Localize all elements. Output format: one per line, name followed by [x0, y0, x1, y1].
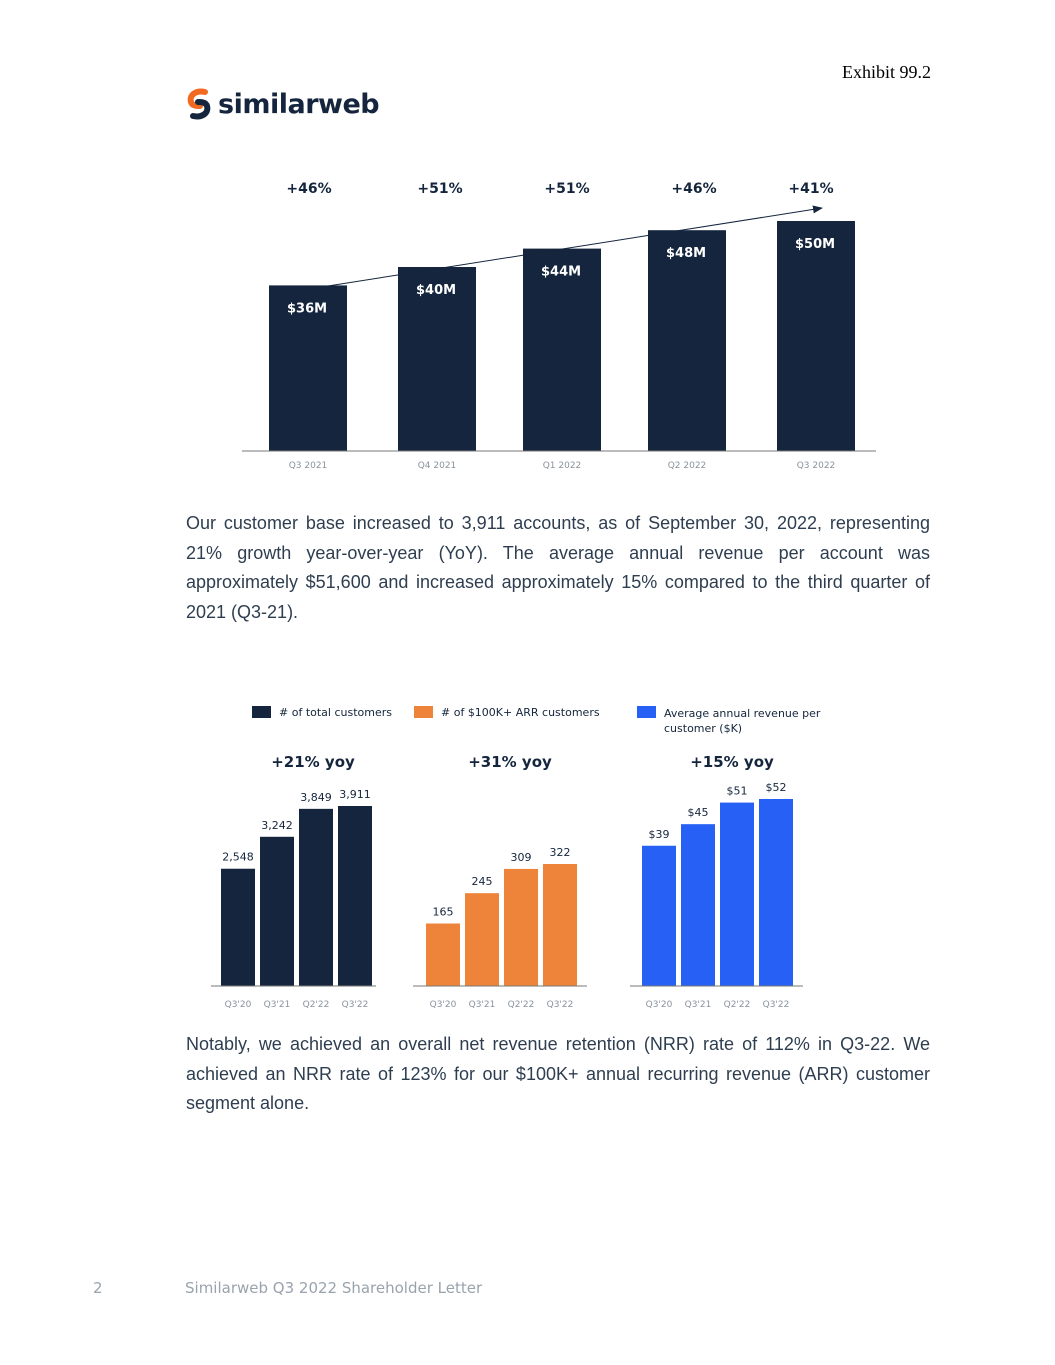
customer-bar [720, 802, 754, 986]
customer-metrics-charts: # of total customers # of $100K+ ARR cust… [211, 706, 821, 1010]
exhibit-label: Exhibit 99.2 [842, 62, 931, 82]
legend-label: # of $100K+ ARR customers [441, 706, 600, 719]
revenue-x-tick: Q4 2021 [418, 461, 457, 471]
customer-bar-label: $39 [649, 828, 670, 841]
customer-x-tick: Q3'20 [225, 1000, 252, 1010]
customer-bar-label: 322 [550, 846, 571, 859]
revenue-bar [777, 221, 855, 451]
customer-bar-label: $45 [688, 806, 709, 819]
revenue-x-tick: Q3 2022 [797, 461, 836, 471]
growth-label: +46% [286, 181, 331, 197]
growth-label: +46% [671, 181, 716, 197]
growth-label: +51% [544, 181, 589, 197]
customer-bar-label: 3,849 [300, 791, 332, 804]
revenue-bar-label: $44M [541, 265, 581, 280]
customer-bar [759, 799, 793, 986]
yoy-label: +31% yoy [468, 753, 552, 771]
legend-swatch [252, 706, 271, 718]
revenue-bar-chart: $36M Q3 2021 +46% $40M Q4 2021 +51% $44M Q1 202… [242, 181, 876, 471]
customer-bar-label: 3,911 [339, 788, 371, 801]
revenue-bar-label: $48M [666, 246, 706, 261]
customer-x-tick: Q3'21 [685, 1000, 712, 1010]
customer-x-tick: Q3'22 [763, 1000, 790, 1010]
customer-bar [504, 868, 538, 986]
revenue-bar [648, 230, 726, 451]
customer-x-tick: Q3'20 [430, 1000, 457, 1010]
revenue-bar [398, 267, 476, 451]
customer-bar [465, 893, 499, 986]
revenue-x-tick: Q1 2022 [543, 461, 582, 471]
revenue-bar-label: $40M [416, 283, 456, 298]
customer-bar [642, 845, 676, 986]
customer-bar [426, 923, 460, 986]
customer-x-tick: Q3'20 [646, 1000, 673, 1010]
customer-x-tick: Q2'22 [508, 1000, 535, 1010]
customer-base-paragraph: Our customer base increased to 3,911 acc… [186, 513, 930, 622]
customer-bar [681, 824, 715, 986]
nrr-paragraph: Notably, we achieved an overall net reve… [186, 1034, 930, 1113]
yoy-label: +15% yoy [690, 753, 774, 771]
customer-bar [338, 806, 372, 986]
customer-bar-label: 309 [511, 851, 532, 864]
similarweb-logo-icon [187, 88, 211, 120]
customer-x-tick: Q2'22 [724, 1000, 751, 1010]
similarweb-logo: similarweb [186, 88, 380, 120]
customer-bar [260, 836, 294, 986]
customer-x-tick: Q2'22 [303, 1000, 330, 1010]
customer-bar-label: 3,242 [261, 819, 293, 832]
customer-bar [543, 864, 577, 986]
customer-x-tick: Q3'22 [342, 1000, 369, 1010]
growth-label: +51% [417, 181, 462, 197]
customer-bar-label: 165 [433, 905, 454, 918]
revenue-bar-label: $36M [287, 301, 327, 316]
customer-x-tick: Q3'22 [547, 1000, 574, 1010]
customer-x-tick: Q3'21 [469, 1000, 496, 1010]
customer-x-tick: Q3'21 [264, 1000, 291, 1010]
growth-trend-arrow [308, 205, 823, 290]
footer-title: Similarweb Q3 2022 Shareholder Letter [185, 1279, 483, 1297]
legend-swatch [414, 706, 433, 718]
customer-bar-label: $51 [727, 785, 748, 798]
customer-bar-label: 2,548 [222, 851, 254, 864]
customer-bar [299, 808, 333, 986]
customer-bar [221, 868, 255, 986]
legend-label: Average annual revenue per customer ($K) [664, 707, 821, 735]
revenue-bar [269, 285, 347, 451]
revenue-x-tick: Q2 2022 [668, 461, 707, 471]
yoy-label: +21% yoy [271, 753, 355, 771]
revenue-x-tick: Q3 2021 [289, 461, 328, 471]
legend-swatch [637, 706, 656, 718]
revenue-bar-label: $50M [795, 237, 835, 252]
page-number: 2 [93, 1279, 103, 1297]
logo-wordmark: similarweb [218, 88, 380, 120]
customer-bar-label: 245 [472, 875, 493, 888]
growth-label: +41% [788, 181, 833, 197]
legend-label: # of total customers [279, 706, 392, 719]
customer-bar-label: $52 [766, 781, 787, 794]
revenue-bar [523, 248, 601, 451]
